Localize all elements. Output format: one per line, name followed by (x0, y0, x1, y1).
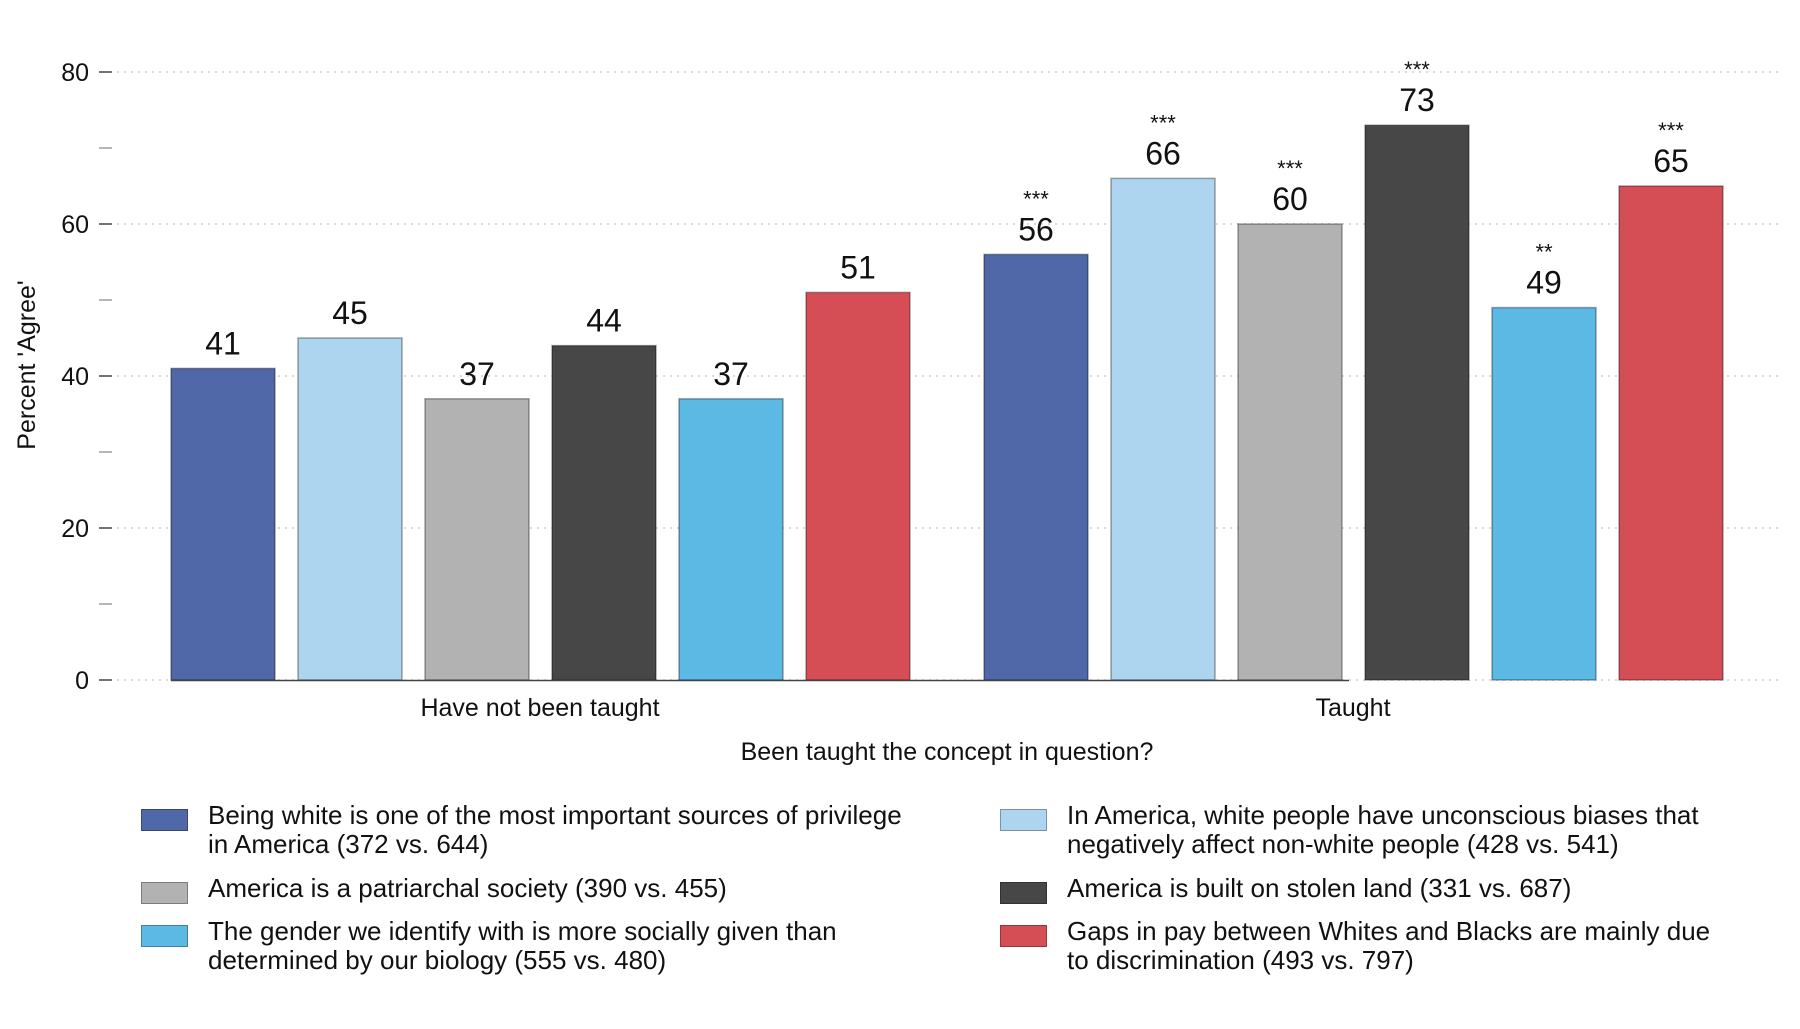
data-label: 66 (1145, 135, 1181, 171)
data-label: 56 (1018, 211, 1054, 247)
bar-taught-stolen-land (1364, 124, 1470, 681)
legend-label: America is a patriarchal society (390 vs… (208, 873, 727, 903)
bar-not-taught-white-privilege (170, 367, 276, 681)
bar-not-taught-unconscious-biases (297, 337, 403, 681)
data-labels: 41453744375156***66***60***73***49**65**… (205, 57, 1689, 392)
significance-marker: *** (1658, 118, 1684, 143)
y-tick-label: 80 (61, 59, 89, 87)
data-label: 44 (586, 303, 622, 339)
y-axis-title: Percent 'Agree' (13, 280, 41, 449)
bar-taught-gender-identity (1491, 306, 1597, 681)
data-label: 37 (713, 356, 749, 392)
x-axis-title: Been taught the concept in question? (741, 738, 1154, 766)
bars (170, 124, 1724, 681)
data-label: 65 (1653, 143, 1689, 179)
bar-taught-patriarchal-society (1237, 223, 1343, 681)
bar-taught-white-privilege (983, 253, 1089, 681)
bar-taught-unconscious-biases (1110, 177, 1216, 681)
legend-item-white-privilege: Being white is one of the most important… (141, 801, 902, 859)
significance-marker: *** (1404, 57, 1430, 82)
significance-marker: *** (1023, 186, 1049, 211)
data-label: 73 (1399, 82, 1435, 118)
legend-label: Gaps in pay between Whites and Blacks ar… (1067, 916, 1711, 975)
legend-swatch (141, 925, 188, 947)
y-axis: 0 20 40 60 80 (61, 59, 112, 695)
legend-swatch (1000, 882, 1047, 904)
legend-swatch (141, 809, 188, 831)
legend-swatch (1000, 809, 1047, 831)
bar-taught-pay-gaps (1618, 185, 1724, 681)
bar-not-taught-patriarchal-society (424, 398, 530, 681)
y-tick-label: 0 (75, 667, 89, 695)
legend-item-patriarchal-society: America is a patriarchal society (390 vs… (141, 874, 727, 904)
significance-marker: *** (1277, 156, 1303, 181)
bar-not-taught-gender-identity (678, 398, 784, 681)
legend-item-unconscious-biases: In America, white people have unconsciou… (1000, 801, 1699, 859)
y-tick-label: 60 (61, 211, 89, 239)
data-label: 51 (840, 249, 876, 285)
significance-marker: ** (1535, 240, 1553, 265)
x-category-label-taught: Taught (1315, 694, 1390, 722)
legend-label: Being white is one of the most important… (208, 800, 902, 859)
y-tick-label: 40 (61, 363, 89, 391)
bar-not-taught-pay-gaps (805, 291, 911, 681)
data-label: 45 (332, 295, 368, 331)
x-category-label-have-not-been-taught: Have not been taught (420, 694, 659, 722)
significance-marker: *** (1150, 110, 1176, 135)
legend-item-stolen-land: America is built on stolen land (331 vs.… (1000, 874, 1571, 904)
bar-not-taught-stolen-land (551, 344, 657, 681)
data-label: 37 (459, 356, 495, 392)
legend-label: In America, white people have unconsciou… (1067, 800, 1699, 859)
legend-label: America is built on stolen land (331 vs.… (1067, 873, 1572, 903)
legend-item-gender-identity: The gender we identify with is more soci… (141, 917, 837, 975)
legend-swatch (141, 882, 188, 904)
y-tick-label: 20 (61, 515, 89, 543)
legend-swatch (1000, 925, 1047, 947)
data-label: 41 (205, 325, 241, 361)
legend-item-pay-gaps: Gaps in pay between Whites and Blacks ar… (1000, 917, 1710, 975)
data-label: 49 (1526, 265, 1562, 301)
data-label: 60 (1272, 181, 1308, 217)
legend-label: The gender we identify with is more soci… (208, 916, 837, 975)
